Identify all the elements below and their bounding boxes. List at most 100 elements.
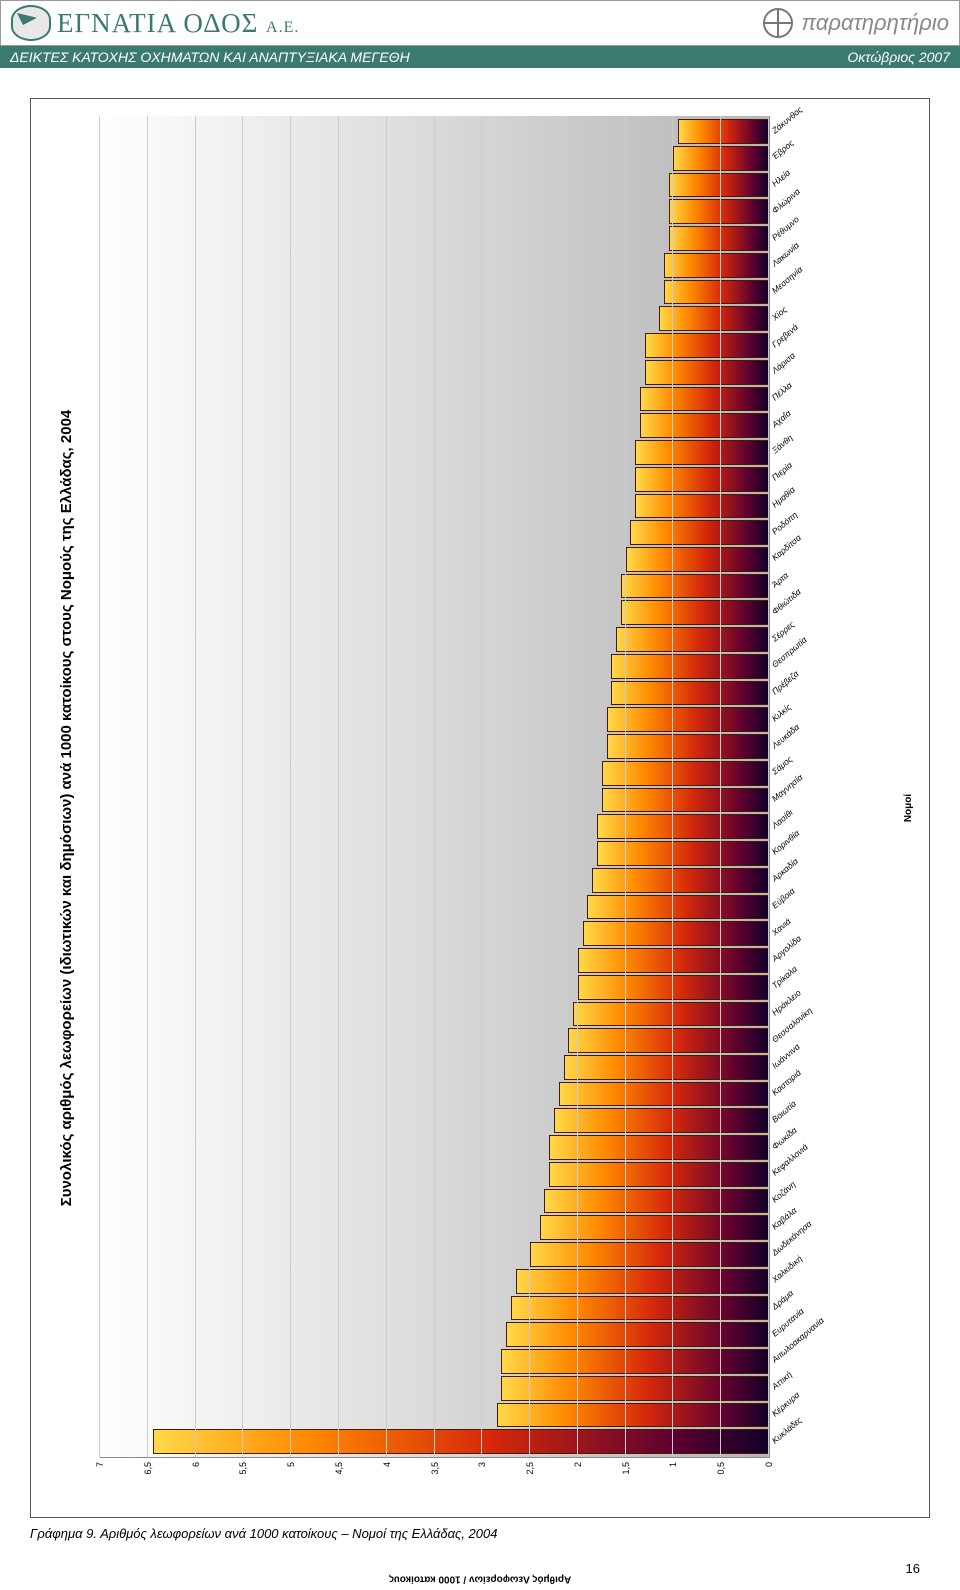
- bar-label: Πιερία: [770, 460, 794, 483]
- chart-frame: Συνολικός αριθμός λεωφορείων (ιδιωτικών …: [30, 98, 930, 1518]
- gridline: [625, 116, 626, 1457]
- bar: Χίος: [659, 306, 769, 331]
- bar: Φωκίδα: [549, 1135, 769, 1160]
- y-tick-label: 2,5: [525, 1462, 535, 1492]
- bar: Έβρος: [673, 146, 769, 171]
- bar: Καστοριά: [559, 1082, 769, 1107]
- bar: Λασίθι: [597, 814, 769, 839]
- bar-label: Βοιωτία: [770, 1098, 798, 1124]
- bar-label: Χανιά: [770, 916, 793, 937]
- bar-label: Σάμος: [770, 754, 794, 777]
- bar: Ξάνθη: [635, 440, 769, 465]
- bar: Κυκλάδες: [153, 1429, 769, 1454]
- y-tick-label: 5: [286, 1462, 296, 1492]
- bar-label: Ηλεία: [770, 168, 792, 189]
- y-tick-label: 7: [95, 1462, 105, 1492]
- y-tick-label: 4: [382, 1462, 392, 1492]
- bar: Μεσσηνία: [664, 280, 769, 305]
- bar-label: Ιωάννινα: [770, 1042, 802, 1071]
- gridline: [434, 116, 435, 1457]
- bar: Χαλκιδική: [516, 1269, 769, 1294]
- gridline: [720, 116, 721, 1457]
- brand-suffix: Α.Ε.: [266, 19, 299, 36]
- y-tick-label: 3: [477, 1462, 487, 1492]
- sub-header: ΔΕΙΚΤΕΣ ΚΑΤΟΧΗΣ ΟΧΗΜΑΤΩΝ ΚΑΙ ΑΝΑΠΤΥΞΙΑΚΑ…: [0, 46, 960, 68]
- y-tick-label: 1: [668, 1462, 678, 1492]
- bar-label: Πρέβεζα: [770, 669, 801, 697]
- logo: ΕΓΝΑΤΙΑ ΟΔΟΣ Α.Ε.: [11, 5, 299, 41]
- gridline: [529, 116, 530, 1457]
- chart-plot-area: ΚυκλάδεςΚέρκυραΑττικήΑιτωλοακαρνανίαΕυρυ…: [100, 116, 770, 1458]
- bar: Πιερία: [635, 467, 769, 492]
- bar: Πέλλα: [640, 387, 769, 412]
- bar-label: Αργολίδα: [770, 934, 803, 964]
- gridline: [768, 116, 769, 1457]
- bar-label: Χίος: [770, 304, 789, 322]
- gridline: [195, 116, 196, 1457]
- brand-text: ΕΓΝΑΤΙΑ ΟΔΟΣ Α.Ε.: [57, 8, 299, 39]
- bar-label: Ξάνθη: [770, 433, 795, 456]
- bar-label: Φλώρινα: [770, 186, 802, 215]
- bar-label: Καστοριά: [770, 1068, 803, 1098]
- y-tick-label: 4,5: [334, 1462, 344, 1492]
- bar-label: Μαγνησία: [770, 772, 805, 803]
- bar: Κεφαλλονιά: [549, 1162, 769, 1187]
- gridline: [672, 116, 673, 1457]
- bar: Ρέθυμνο: [669, 226, 769, 251]
- bar-label: Έβρος: [770, 138, 796, 162]
- y-tick-label: 2: [573, 1462, 583, 1492]
- bar-label: Λασίθι: [770, 807, 795, 830]
- bar: Θεσσαλονίκη: [568, 1028, 769, 1053]
- bar-label: Κορινθία: [770, 828, 801, 857]
- figure-caption: Γράφημα 9. Αριθμός λεωφορείων ανά 1000 κ…: [30, 1526, 930, 1541]
- bar: Σέρρες: [616, 627, 769, 652]
- bar-label: Λευκάδα: [770, 721, 801, 750]
- bar: Βοιωτία: [554, 1108, 769, 1133]
- y-tick-label: 6: [191, 1462, 201, 1492]
- bar-label: Κιλκίς: [770, 702, 793, 724]
- bar-label: Αττική: [770, 1369, 794, 1391]
- bar-label: Μεσσηνία: [770, 264, 805, 295]
- bar: Ημαθία: [635, 494, 769, 519]
- header-right: παρατηρητήριο: [763, 8, 949, 38]
- bar: Κοζάνη: [544, 1189, 769, 1214]
- gridline: [99, 116, 100, 1457]
- bar-label: Λάρισα: [770, 351, 797, 376]
- bar: Λευκάδα: [607, 734, 769, 759]
- bar-label: Χαλκιδική: [770, 1254, 804, 1285]
- bar-label: Κοζάνη: [770, 1179, 798, 1204]
- bar: Ευρυτανία: [506, 1322, 769, 1347]
- bar: Άρτα: [621, 574, 769, 599]
- bar: Αχαΐα: [640, 413, 769, 438]
- y-tick-label: 0: [764, 1462, 774, 1492]
- logo-icon: [11, 5, 51, 41]
- bar-label: Δράμα: [770, 1288, 796, 1312]
- bar-label: Καρδίτσα: [770, 533, 803, 563]
- bar: Χανιά: [583, 921, 769, 946]
- bar-label: Αχαΐα: [770, 408, 793, 430]
- bar: Ιωάννινα: [564, 1055, 769, 1080]
- bar-label: Τρίκαλα: [770, 964, 799, 991]
- bar-label: Σέρρες: [770, 619, 797, 644]
- bar: Θεσπρωτία: [611, 654, 769, 679]
- gridline: [147, 116, 148, 1457]
- chart-rotated-container: Συνολικός αριθμός λεωφορείων (ιδιωτικών …: [40, 108, 920, 1508]
- subheader-left: ΔΕΙΚΤΕΣ ΚΑΤΟΧΗΣ ΟΧΗΜΑΤΩΝ ΚΑΙ ΑΝΑΠΤΥΞΙΑΚΑ…: [10, 49, 410, 65]
- y-axis-label: Αριθμός Λεωφορείων / 1000 κατοίκους: [389, 1574, 571, 1585]
- y-tick-label: 1,5: [621, 1462, 631, 1492]
- subheader-right: Οκτώβριος 2007: [847, 49, 950, 65]
- gridline: [338, 116, 339, 1457]
- bar: Πρέβεζα: [611, 681, 769, 706]
- y-tick-label: 0,5: [716, 1462, 726, 1492]
- bar-label: Κυκλάδες: [770, 1414, 804, 1445]
- gridline: [386, 116, 387, 1457]
- bar-label: Φθιώτιδα: [770, 586, 803, 616]
- bar-label: Άρτα: [770, 570, 790, 589]
- gridline: [481, 116, 482, 1457]
- y-tick-label: 5,5: [238, 1462, 248, 1492]
- chart-title: Συνολικός αριθμός λεωφορείων (ιδιωτικών …: [58, 108, 75, 1508]
- y-tick-label: 3,5: [430, 1462, 440, 1492]
- bar-label: Καβάλα: [770, 1205, 799, 1231]
- crosshair-icon: [763, 8, 793, 38]
- gridline: [577, 116, 578, 1457]
